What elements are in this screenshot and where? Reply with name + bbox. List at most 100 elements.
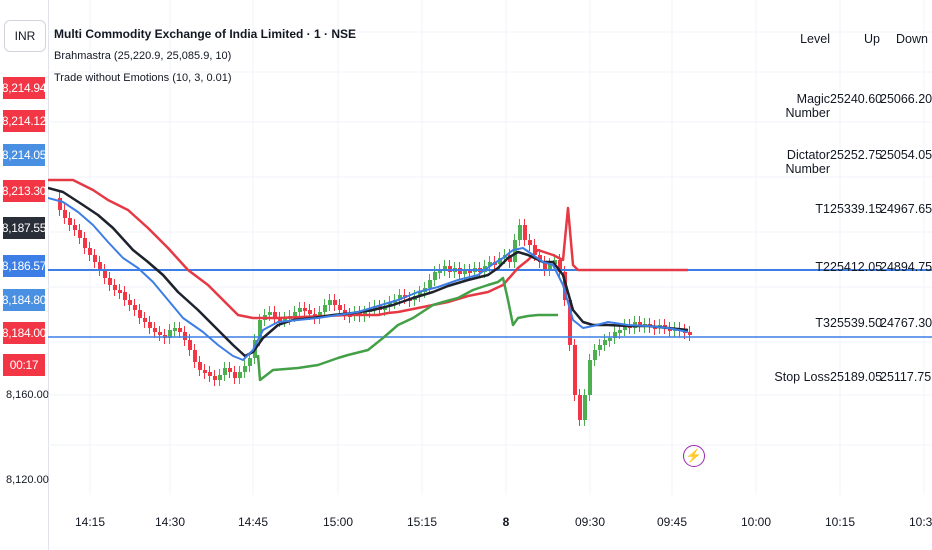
price-tag: 8,214.94 [2,77,46,99]
candle-body [433,272,437,280]
indicator-trade-without-emotions[interactable]: Trade without Emotions (10, 3, 0.01) [54,72,232,84]
candle-body [153,328,157,332]
candle-body [468,270,472,273]
candle-body [128,300,132,305]
candle-body [213,376,217,380]
candle-body [58,198,62,210]
candle-body [328,300,332,305]
candle-body [208,372,212,376]
currency-button[interactable]: INR [4,20,46,52]
candle-body [173,328,177,331]
candle-body [278,318,282,321]
price-tag: 8,184.80 [2,289,46,311]
level-table-cell: Level [800,32,830,46]
price-tag: 8,186.57 [2,255,46,277]
support-line [256,276,558,382]
candle-body [113,285,117,290]
level-table-cell: Magic Number [785,92,830,120]
level-table-cell: 25539.50 [830,316,883,330]
symbol-title[interactable]: Multi Commodity Exchange of India Limite… [54,27,357,41]
candle-body [528,240,532,245]
level-table-cell: T3 [815,316,830,330]
price-axis[interactable]: INR 8,214.94 8,214.12 8,214.05 8,213.30 8,18… [0,0,49,550]
level-table-cell: 25252.75 [830,148,883,162]
candle-body [298,308,302,312]
level-table-cell: 24767.30 [880,316,932,330]
time-axis-label: 10:15 [824,515,856,529]
level-table-cell: Down [896,32,928,46]
candle-body [293,312,297,316]
candle-body [98,262,102,270]
level-table-cell: 25339.15 [830,202,883,216]
time-axis-label: 10:30 [908,515,932,529]
level-table-cell: 25189.05 [830,370,883,384]
candle-body [623,325,627,330]
level-table-row: T2 25412.05 24894.75 [750,260,932,280]
candle-body [323,305,327,312]
candle-body [558,260,562,272]
level-table-cell: 25240.60 [830,92,883,106]
level-table-cell: 25054.05 [880,148,932,162]
chart-legend: Multi Commodity Exchange of India Limite… [54,23,356,89]
candle-body [218,375,222,380]
candle-body [73,225,77,230]
candle-body [143,318,147,322]
moving-average-blue [48,197,689,361]
level-table-cell: Stop Loss [774,370,830,384]
level-table-row: T3 25539.50 24767.30 [750,316,932,336]
candle-body [68,218,72,225]
candle-body [568,300,572,345]
level-table-cell: Up [864,32,880,46]
moving-average-black [48,186,689,358]
candle-body [198,362,202,370]
candle-body [123,292,127,300]
candle-body [533,245,537,255]
price-tag: 00:17 [3,354,45,376]
candle-body [93,255,97,262]
candle-body [668,328,672,331]
candle-body [523,225,527,240]
time-axis-label: 14:45 [237,515,269,529]
candle-body [398,295,402,300]
candle-body [63,210,67,218]
candle-body [428,280,432,288]
candle-body [573,345,577,395]
candle-body [553,260,557,264]
candle-body [83,238,87,248]
candle-body [308,310,312,314]
candle-body [418,292,422,296]
level-table-cell: 25117.75 [880,370,932,384]
candle-body [138,310,142,318]
candle-body [608,338,612,341]
candle-body [248,358,252,366]
time-axis-label: 15:00 [322,515,354,529]
lightning-icon[interactable]: ⚡ [683,445,705,467]
candle-body [583,395,587,420]
candle-body [688,332,692,335]
candle-body [618,330,622,333]
candle-body [593,350,597,360]
candle-body [268,312,272,315]
resistance-line [48,178,688,320]
candle-body [188,340,192,350]
candle-body [168,330,172,338]
time-axis-label: 09:30 [574,515,606,529]
indicator-brahmastra[interactable]: Brahmastra (25,220.9, 25,085.9, 10) [54,50,232,62]
candle-body [273,312,277,318]
level-table-row: Stop Loss 25189.05 25117.75 [750,370,932,390]
candle-body [333,300,337,305]
price-axis-label: 8,120.00 [6,474,49,486]
price-chart[interactable] [48,0,932,505]
candle-body [538,255,542,262]
level-table-header: Level Up Down [750,32,932,52]
candle-body [258,320,262,340]
level-table-row: Magic Number 25240.60 25066.20 [750,92,932,120]
level-table-cell: Dictator Number [785,148,830,176]
candle-body [193,350,197,362]
candle-body [603,340,607,345]
time-axis[interactable]: 14:15 14:30 14:45 15:00 15:15 8 09:30 09:45 10:0… [48,505,932,550]
candle-body [233,372,237,378]
price-tag: 8,213.30 [2,180,46,202]
candle-body [438,270,442,273]
candle-body [303,308,307,311]
